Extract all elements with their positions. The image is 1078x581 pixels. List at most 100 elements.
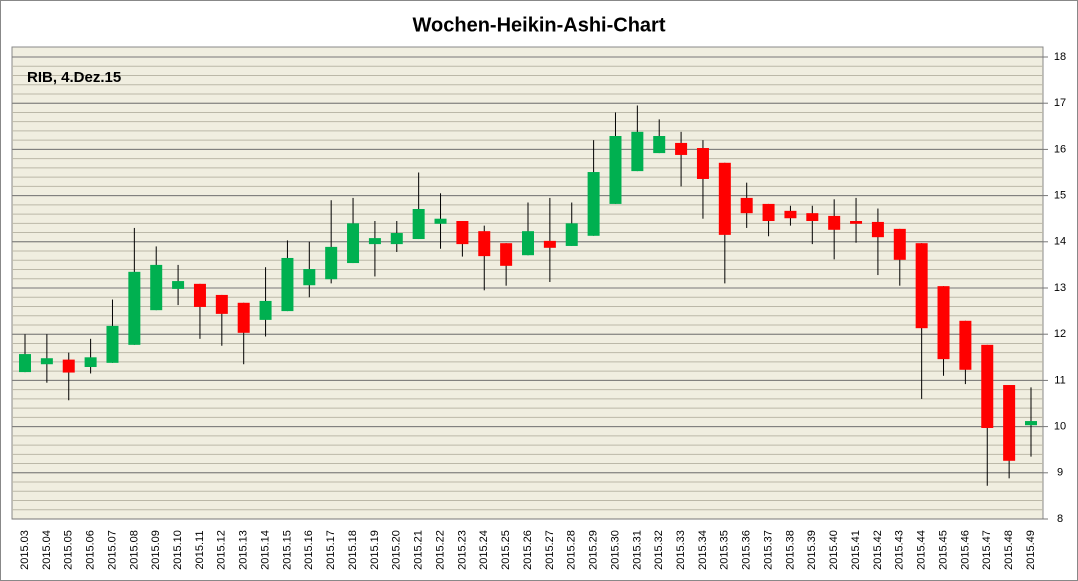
x-tick-label: 2015.43: [894, 530, 906, 570]
y-tick-label: 15: [1054, 190, 1066, 202]
candle-body: [303, 269, 316, 286]
candle-body: [172, 281, 185, 289]
candle-body: [412, 208, 425, 240]
candle-body: [937, 286, 950, 360]
candle-body: [609, 136, 622, 204]
x-tick-label: 2015.18: [347, 530, 359, 570]
x-tick-label: 2015.05: [63, 530, 75, 570]
x-tick-label: 2015.06: [85, 530, 97, 570]
candle-body: [696, 148, 709, 179]
candle-body: [850, 221, 863, 224]
x-tick-label: 2015.03: [19, 530, 31, 570]
candle-body: [871, 221, 884, 238]
x-tick-label: 2015.25: [500, 530, 512, 570]
candle-body: [915, 243, 928, 329]
candle-body: [150, 264, 163, 311]
candle-body: [478, 231, 491, 257]
x-tick-label: 2015.48: [1003, 530, 1015, 570]
candle-body: [893, 228, 906, 260]
x-tick-label: 2015.11: [194, 531, 206, 570]
x-tick-label: 2015.13: [238, 530, 250, 570]
candle-body: [740, 197, 753, 214]
candle-body: [193, 283, 206, 307]
x-tick-label: 2015.30: [609, 530, 621, 570]
x-tick-label: 2015.45: [937, 530, 949, 570]
candle-body: [390, 233, 403, 245]
candle-body: [565, 223, 578, 246]
x-tick-label: 2015.19: [369, 530, 381, 570]
candle-body: [806, 213, 819, 222]
y-tick-label: 8: [1057, 513, 1063, 525]
x-tick-label: 2015.17: [325, 530, 337, 570]
x-tick-label: 2015.41: [850, 530, 862, 570]
x-tick-label: 2015.08: [128, 530, 140, 570]
x-tick-label: 2015.27: [544, 530, 556, 570]
x-tick-label: 2015.31: [631, 530, 643, 570]
candle-body: [215, 294, 228, 314]
candle-body: [237, 302, 250, 333]
x-tick-label: 2015.32: [653, 530, 665, 570]
x-tick-label: 2015.23: [456, 530, 468, 570]
candle-body: [762, 203, 775, 222]
candle-body: [106, 325, 119, 363]
candle-body: [40, 358, 53, 365]
y-tick-label: 17: [1054, 97, 1066, 109]
y-tick-label: 10: [1054, 421, 1066, 433]
y-tick-label: 14: [1054, 236, 1066, 248]
x-tick-label: 2015.33: [675, 530, 687, 570]
y-tick-label: 12: [1054, 328, 1066, 340]
x-tick-label: 2015.20: [391, 530, 403, 570]
y-tick-label: 9: [1057, 467, 1063, 479]
x-tick-label: 2015.07: [106, 530, 118, 570]
candle-body: [128, 271, 141, 345]
candle-body: [828, 215, 841, 230]
x-tick-label: 2015.49: [1025, 530, 1037, 570]
x-tick-label: 2015.37: [762, 530, 774, 570]
x-tick-label: 2015.44: [916, 530, 928, 570]
x-tick-label: 2015.28: [566, 530, 578, 570]
candle-body: [368, 238, 381, 245]
x-tick-label: 2015.22: [434, 530, 446, 570]
x-tick-label: 2015.39: [806, 530, 818, 570]
x-tick-label: 2015.47: [981, 530, 993, 570]
x-tick-label: 2015.15: [281, 530, 293, 570]
x-tick-label: 2015.26: [522, 530, 534, 570]
x-tick-label: 2015.16: [303, 530, 315, 570]
x-tick-label: 2015.14: [259, 530, 271, 570]
y-tick-label: 13: [1054, 282, 1066, 294]
candle-body: [675, 142, 688, 155]
candle-body: [347, 223, 360, 264]
x-tick-label: 2015.35: [719, 530, 731, 570]
candle-body: [522, 231, 534, 256]
x-tick-label: 2015.38: [784, 530, 796, 570]
x-tick-label: 2015.24: [478, 530, 490, 570]
x-tick-label: 2015.04: [41, 530, 53, 570]
y-tick-label: 18: [1054, 51, 1066, 63]
candle-body: [434, 218, 447, 224]
candle-body: [1003, 385, 1016, 461]
y-tick-label: 16: [1054, 143, 1066, 155]
candle-body: [84, 357, 97, 368]
candle-body: [281, 257, 294, 312]
candle-body: [325, 246, 338, 280]
candle-body: [543, 240, 556, 248]
x-tick-label: 2015.40: [828, 530, 840, 570]
x-tick-label: 2015.29: [588, 530, 600, 570]
candle-body: [259, 300, 272, 320]
x-tick-label: 2015.46: [959, 530, 971, 570]
annotation: RIB, 4.Dez.15: [27, 69, 121, 86]
x-tick-label: 2015.10: [172, 530, 184, 570]
candle-body: [587, 172, 600, 236]
plot-area: [11, 46, 1044, 520]
x-tick-label: 2015.09: [150, 530, 162, 570]
candle-body: [959, 320, 972, 370]
candle-body: [718, 162, 731, 235]
candle-body: [62, 359, 75, 373]
candle-body: [456, 221, 469, 245]
x-tick-label: 2015.34: [697, 530, 709, 570]
candle-body: [784, 210, 797, 219]
y-tick-label: 11: [1054, 374, 1065, 386]
candle-body: [653, 136, 666, 154]
candle-body: [500, 243, 513, 266]
